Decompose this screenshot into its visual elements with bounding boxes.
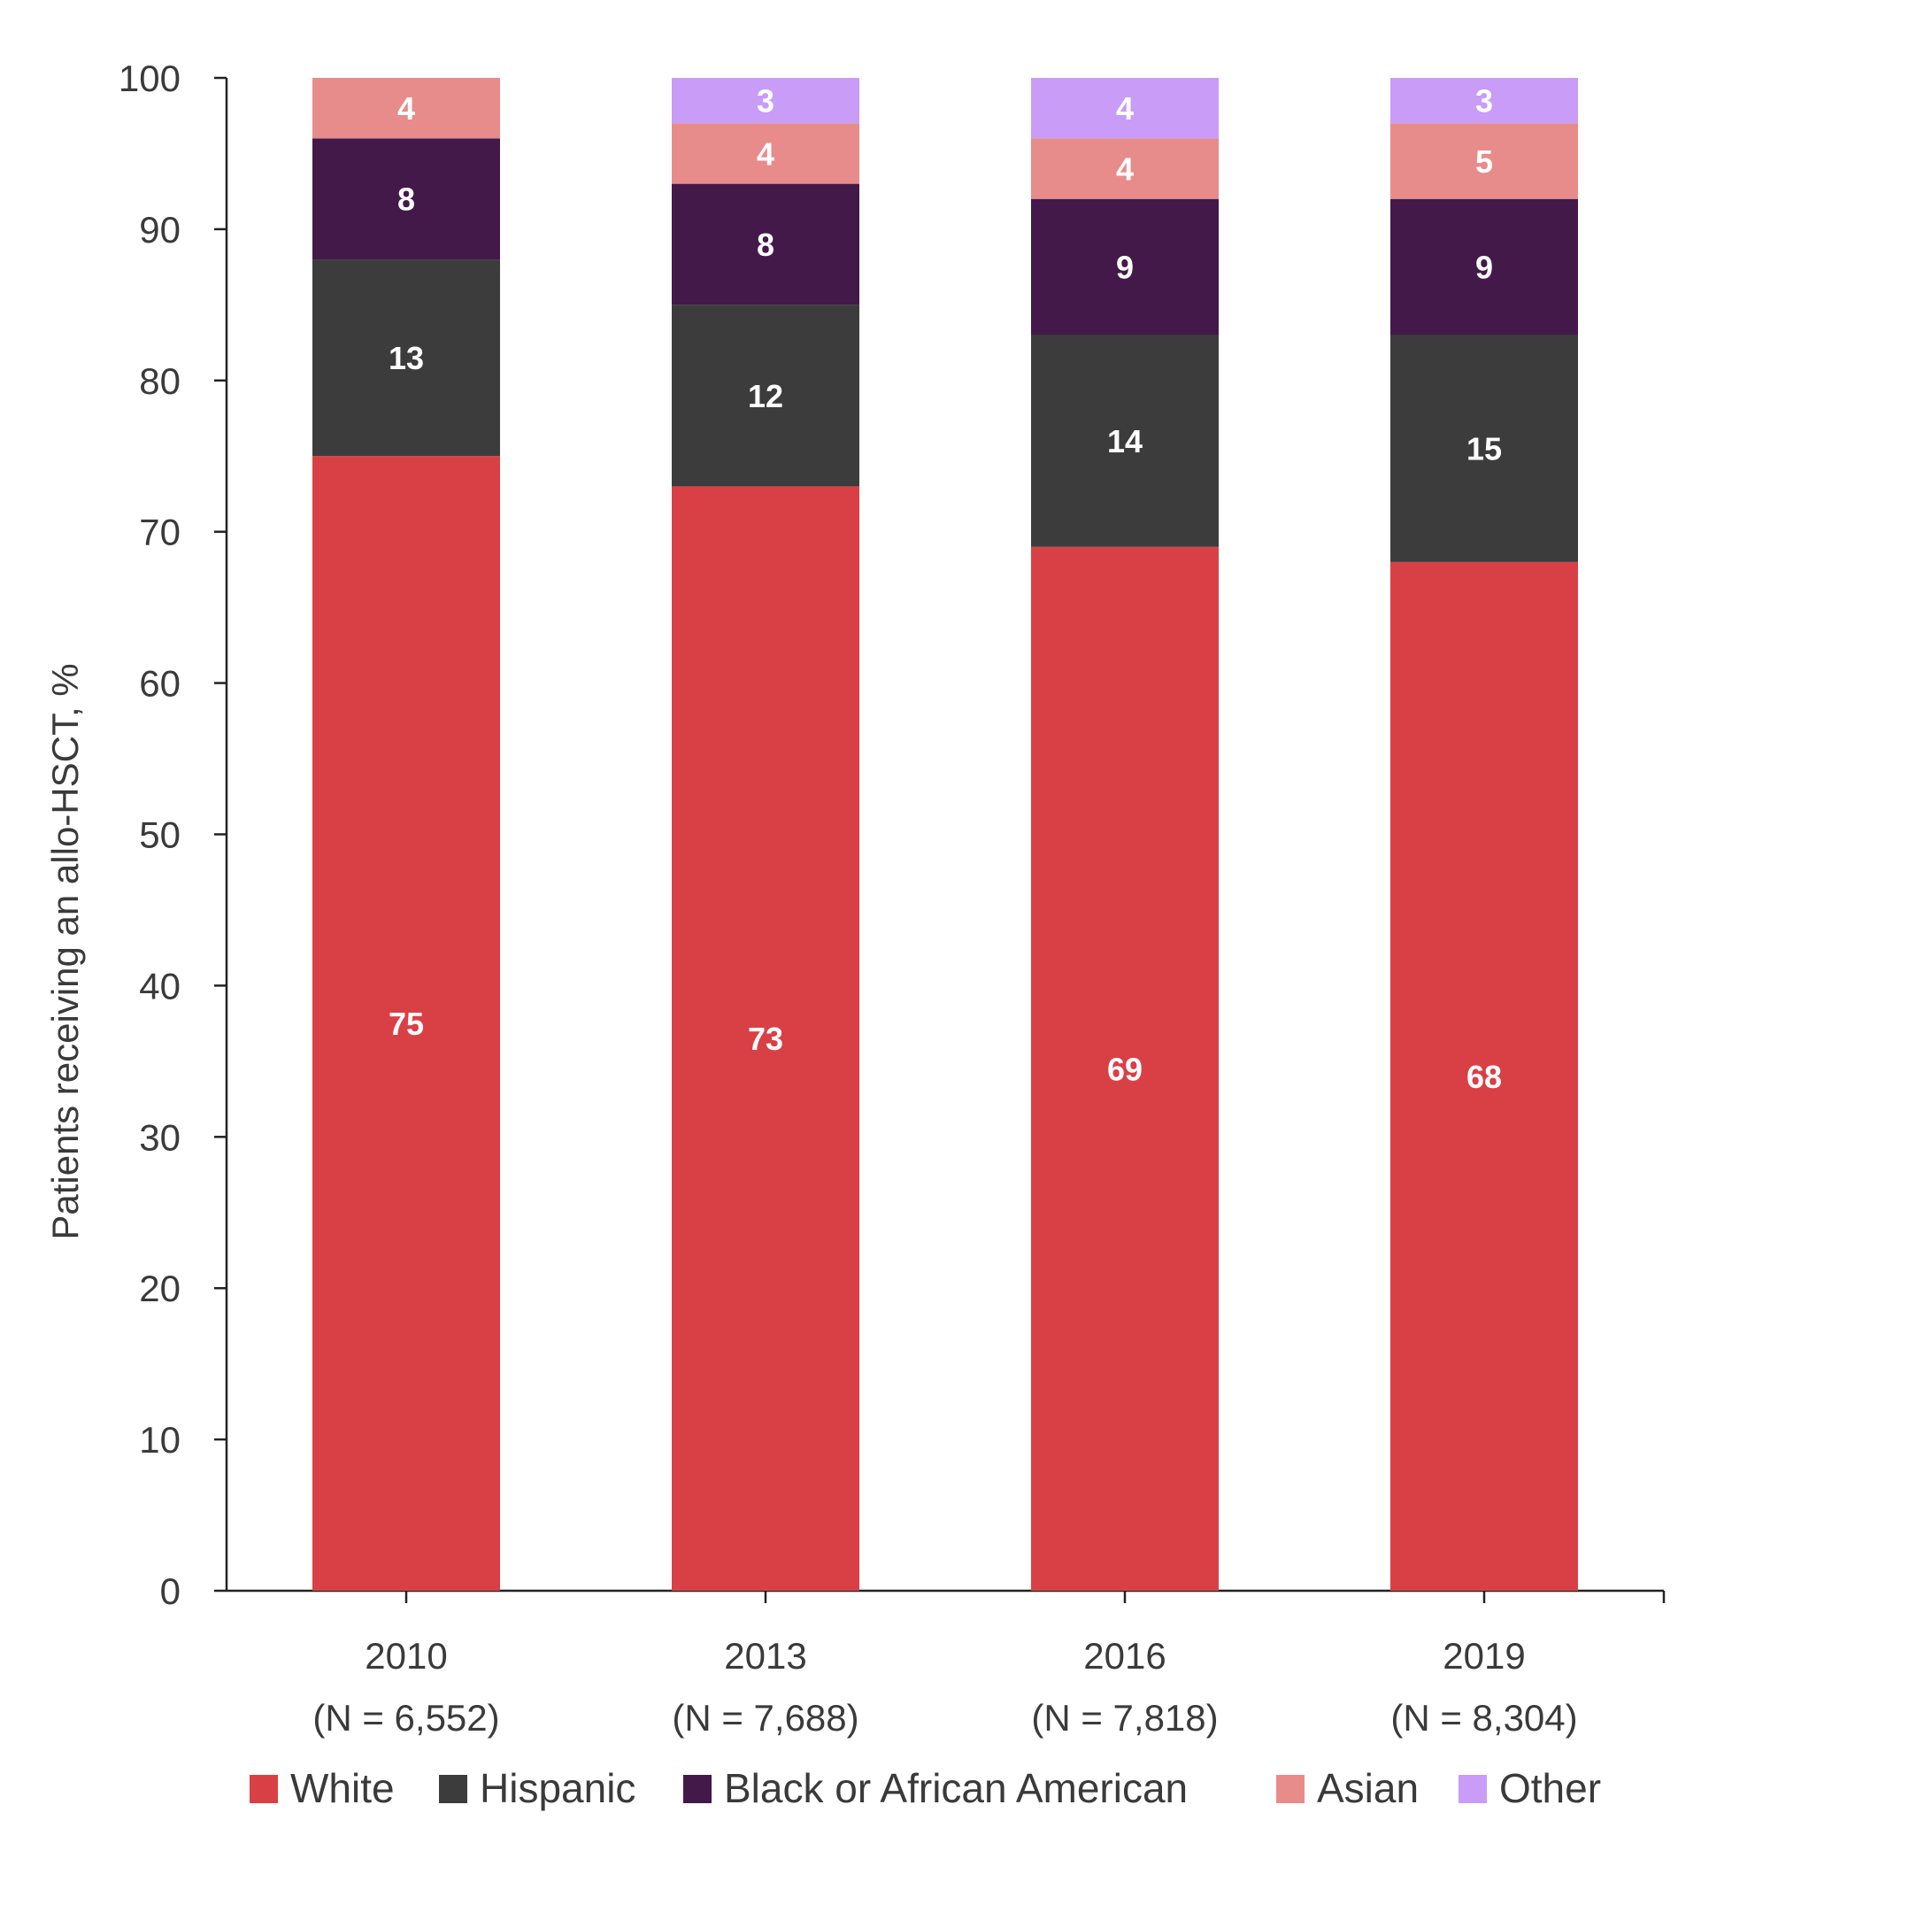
legend-swatch bbox=[683, 1775, 712, 1803]
bar-segment-label: 75 bbox=[389, 1006, 424, 1042]
bar-segment-label: 14 bbox=[1107, 423, 1143, 459]
legend-label: White bbox=[290, 1765, 395, 1811]
y-tick-label: 10 bbox=[139, 1419, 181, 1461]
legend-swatch bbox=[439, 1775, 467, 1803]
bar-segment-black-or-african-american bbox=[1031, 198, 1219, 335]
legend-label: Black or African American bbox=[724, 1765, 1188, 1811]
bar-segment-label: 4 bbox=[1116, 90, 1134, 127]
y-tick-label: 60 bbox=[139, 663, 181, 705]
legend: White Hispanic Black or African American As… bbox=[250, 1765, 1601, 1811]
bar-segment-label: 4 bbox=[1116, 151, 1134, 188]
y-tick-label: 0 bbox=[160, 1570, 181, 1612]
bar-segment-hispanic bbox=[1390, 335, 1578, 562]
y-tick-label: 30 bbox=[139, 1116, 181, 1158]
y-axis-label: Patients receiving an allo-HSCT, % bbox=[44, 663, 86, 1239]
bar-segment-black-or-african-american bbox=[672, 183, 859, 305]
x-tick-label-year: 2010 bbox=[365, 1635, 447, 1677]
y-tick-label: 40 bbox=[139, 965, 181, 1006]
bar-segment-other bbox=[672, 78, 859, 124]
bar-segment-asian bbox=[312, 78, 500, 139]
x-tick-label-n: (N = 8,304) bbox=[1390, 1697, 1577, 1739]
bar-segment-label: 9 bbox=[1475, 250, 1493, 286]
bar-segment-white bbox=[1390, 561, 1578, 1591]
bar-segment-label: 5 bbox=[1475, 143, 1493, 180]
bar-segment-hispanic bbox=[312, 259, 500, 457]
legend-label: Asian bbox=[1317, 1765, 1419, 1811]
bar-segment-white bbox=[312, 456, 500, 1591]
y-axis: 0 10 20 30 40 50 60 70 80 90 100 bbox=[119, 58, 228, 1612]
x-tick-label-year: 2019 bbox=[1443, 1635, 1525, 1677]
bar-segment-hispanic bbox=[1031, 335, 1219, 547]
y-tick-label: 50 bbox=[139, 814, 181, 856]
y-tick-label: 20 bbox=[139, 1268, 181, 1309]
bar-segment-asian bbox=[1390, 123, 1578, 199]
bar-segment-label: 9 bbox=[1116, 250, 1134, 286]
bar-segment-label: 13 bbox=[389, 340, 424, 376]
x-tick-label-n: (N = 7,688) bbox=[672, 1697, 858, 1739]
bar-segment-label: 8 bbox=[397, 181, 415, 218]
legend-swatch bbox=[1276, 1775, 1305, 1803]
bars bbox=[312, 78, 1578, 1592]
y-tick-label: 90 bbox=[139, 209, 181, 251]
bar-segment-label: 4 bbox=[757, 135, 774, 172]
legend-swatch bbox=[250, 1775, 278, 1803]
bar-segment-black-or-african-american bbox=[1390, 198, 1578, 335]
bar-segment-label: 8 bbox=[757, 227, 774, 263]
bar-segment-label: 3 bbox=[757, 83, 774, 120]
legend-label: Other bbox=[1499, 1765, 1601, 1811]
x-axis: 2010 (N = 6,552) 2013 (N = 7,688) 2016 (N = 7… bbox=[227, 1589, 1666, 1739]
x-tick-label-year: 2013 bbox=[724, 1635, 806, 1677]
bar-segment-white bbox=[672, 486, 859, 1592]
y-tick-label: 70 bbox=[139, 512, 181, 553]
bar-segment-label: 69 bbox=[1107, 1051, 1143, 1087]
bar-segment-black-or-african-american bbox=[312, 138, 500, 260]
bar-segment-hispanic bbox=[672, 305, 859, 487]
bar-segment-label: 68 bbox=[1466, 1059, 1502, 1095]
bar-segment-white bbox=[1031, 546, 1219, 1591]
y-tick-label: 100 bbox=[119, 58, 181, 99]
bar-segment-asian bbox=[1031, 138, 1219, 199]
bar-segment-label: 73 bbox=[748, 1021, 783, 1057]
bar-segment-label: 4 bbox=[397, 90, 415, 127]
bar-segment-other bbox=[1031, 78, 1219, 139]
legend-swatch bbox=[1459, 1775, 1487, 1803]
x-tick-label-n: (N = 7,818) bbox=[1031, 1697, 1218, 1739]
segment-labels: 75 13 8 4 73 12 8 4 3 69 14 9 4 4 68 15 9 5 3 bbox=[389, 83, 1502, 1095]
legend-label: Hispanic bbox=[480, 1765, 635, 1811]
bar-segment-label: 12 bbox=[748, 378, 783, 414]
bar-segment-asian bbox=[672, 123, 859, 184]
bar-segment-label: 3 bbox=[1475, 83, 1493, 120]
bar-segment-other bbox=[1390, 78, 1578, 124]
bar-segment-label: 15 bbox=[1466, 431, 1502, 467]
x-tick-label-n: (N = 6,552) bbox=[312, 1697, 499, 1739]
y-tick-label: 80 bbox=[139, 360, 181, 402]
x-tick-label-year: 2016 bbox=[1083, 1635, 1166, 1677]
